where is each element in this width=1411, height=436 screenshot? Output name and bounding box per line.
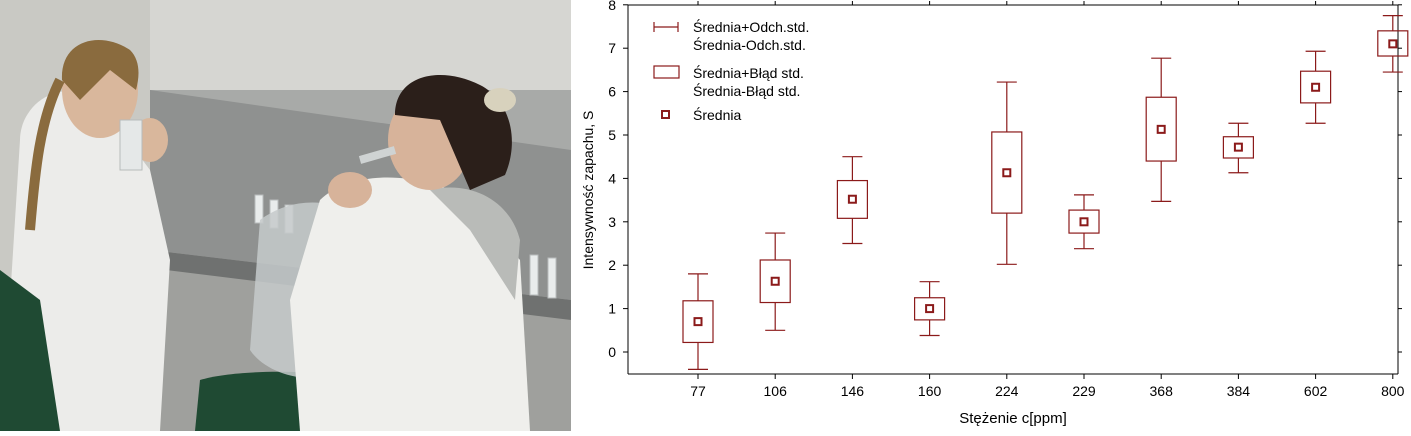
y-tick-label: 5 bbox=[608, 127, 616, 143]
std-error-box bbox=[1222, 136, 1255, 159]
mean-point bbox=[1002, 168, 1012, 178]
std-error-box bbox=[682, 300, 714, 344]
box-group bbox=[759, 232, 791, 331]
box-group bbox=[914, 281, 946, 337]
x-ticks: 77 106 146 160 224 229 368 384 602 800 bbox=[690, 1, 1405, 399]
std-error-box bbox=[914, 297, 946, 321]
box-group bbox=[836, 156, 868, 245]
y-tick-label: 3 bbox=[608, 214, 616, 230]
chart-marks bbox=[682, 15, 1409, 370]
y-axis-label: Intensywność zapachu, S bbox=[580, 111, 596, 270]
mean-point bbox=[693, 317, 703, 327]
y-tick-label: 7 bbox=[608, 40, 616, 56]
mean-point bbox=[1388, 39, 1398, 49]
x-tick-label: 800 bbox=[1381, 383, 1405, 399]
std-error-box bbox=[1299, 70, 1332, 104]
x-tick-label: 224 bbox=[995, 383, 1019, 399]
box-group bbox=[991, 81, 1023, 265]
x-tick-label: 602 bbox=[1304, 383, 1328, 399]
box-group bbox=[1222, 122, 1255, 174]
chart-legend: Średnia+Odch.std. Średnia-Odch.std. Śred… bbox=[653, 18, 809, 123]
box-group bbox=[1068, 194, 1100, 250]
legend-whisker-label-2: Średnia-Odch.std. bbox=[693, 36, 806, 53]
x-tick-label: 368 bbox=[1150, 383, 1174, 399]
box-group bbox=[1377, 15, 1409, 73]
y-tick-label: 0 bbox=[608, 344, 616, 360]
std-error-box bbox=[836, 179, 868, 219]
legend-point-symbol bbox=[661, 110, 670, 119]
legend-box-symbol bbox=[653, 65, 680, 79]
std-error-box bbox=[1145, 96, 1177, 162]
x-tick-label: 77 bbox=[690, 383, 706, 399]
std-error-box bbox=[1377, 30, 1409, 57]
photo-two-women-sniffing-samples-icon bbox=[0, 0, 571, 432]
box-group bbox=[1299, 50, 1332, 124]
std-error-box bbox=[759, 259, 791, 304]
y-tick-label: 4 bbox=[608, 170, 616, 186]
legend-box-label-1: Średnia+Błąd std. bbox=[693, 64, 804, 81]
y-tick-label: 1 bbox=[608, 301, 616, 317]
y-tick-label: 6 bbox=[608, 84, 616, 100]
mean-point bbox=[1079, 217, 1089, 227]
x-tick-label: 160 bbox=[918, 383, 942, 399]
x-tick-label: 229 bbox=[1072, 383, 1096, 399]
std-error-box bbox=[1068, 209, 1100, 234]
legend-whisker-symbol bbox=[653, 22, 679, 32]
legend-whisker-label-1: Średnia+Odch.std. bbox=[693, 18, 809, 35]
chart-axes bbox=[627, 4, 1399, 375]
legend-box-label-2: Średnia-Błąd std. bbox=[693, 82, 800, 99]
mean-point bbox=[925, 304, 935, 314]
y-tick-label: 8 bbox=[608, 0, 616, 13]
box-group bbox=[1145, 57, 1177, 203]
x-axis-label: Stężenie c[ppm] bbox=[959, 410, 1067, 427]
box-group bbox=[682, 273, 714, 370]
mean-point bbox=[1156, 124, 1166, 134]
mean-point bbox=[770, 276, 780, 286]
y-ticks: 0 1 2 3 4 5 6 7 8 bbox=[608, 0, 1402, 360]
x-tick-label: 146 bbox=[841, 383, 865, 399]
x-tick-label: 106 bbox=[764, 383, 788, 399]
mean-point bbox=[1233, 142, 1243, 152]
x-tick-label: 384 bbox=[1227, 383, 1251, 399]
legend-point-label: Średnia bbox=[693, 106, 741, 123]
mean-point bbox=[847, 194, 857, 204]
mean-point bbox=[1311, 82, 1321, 92]
std-error-box bbox=[991, 131, 1023, 214]
y-tick-label: 2 bbox=[608, 257, 616, 273]
